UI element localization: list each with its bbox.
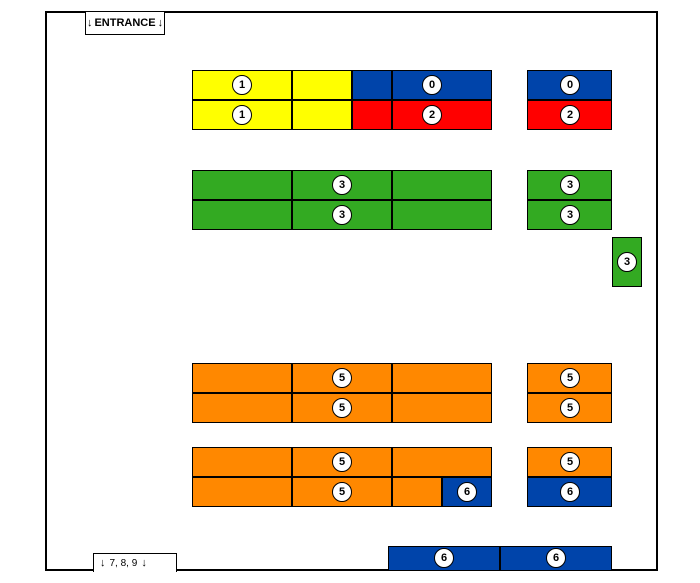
down-arrow-icon: ↓ bbox=[87, 18, 93, 29]
zone-number-badge: 2 bbox=[560, 105, 580, 125]
zone-cell bbox=[352, 70, 392, 100]
zone-cell bbox=[292, 70, 352, 100]
exit-text: 7, 8, 9 bbox=[110, 558, 138, 569]
zone-cell bbox=[192, 393, 292, 423]
zone-number-badge: 5 bbox=[332, 398, 352, 418]
zone-number-badge: 3 bbox=[332, 205, 352, 225]
zone-number-badge: 5 bbox=[560, 398, 580, 418]
border-segment bbox=[656, 11, 658, 571]
zone-number-badge: 1 bbox=[232, 105, 252, 125]
entrance-text: ENTRANCE bbox=[94, 17, 155, 29]
zone-number-badge: 3 bbox=[560, 175, 580, 195]
zone-number-badge: 5 bbox=[560, 368, 580, 388]
zone-cell bbox=[192, 477, 292, 507]
zone-number-badge: 0 bbox=[422, 75, 442, 95]
zone-cell bbox=[392, 477, 442, 507]
zone-cell bbox=[192, 170, 292, 200]
zone-number-badge: 2 bbox=[422, 105, 442, 125]
zone-cell bbox=[292, 100, 352, 130]
border-segment bbox=[155, 11, 658, 13]
down-arrow-icon: ↓ bbox=[158, 18, 164, 29]
down-arrow-icon: ↓ bbox=[141, 558, 147, 569]
border-segment bbox=[45, 11, 47, 571]
entrance-label: ↓ENTRANCE↓ bbox=[85, 11, 165, 35]
zone-number-badge: 6 bbox=[457, 482, 477, 502]
zone-cell bbox=[192, 200, 292, 230]
zone-cell bbox=[192, 447, 292, 477]
zone-number-badge: 3 bbox=[617, 252, 637, 272]
zone-cell bbox=[352, 100, 392, 130]
zone-number-badge: 3 bbox=[560, 205, 580, 225]
exit-label: ↓7, 8, 9↓ bbox=[93, 553, 177, 572]
floor-plan: ↓ENTRANCE↓↓7, 8, 9↓101202333335555556566… bbox=[0, 0, 700, 583]
zone-cell bbox=[192, 363, 292, 393]
zone-number-badge: 3 bbox=[332, 175, 352, 195]
down-arrow-icon: ↓ bbox=[100, 558, 106, 569]
zone-number-badge: 5 bbox=[332, 452, 352, 472]
zone-number-badge: 6 bbox=[560, 482, 580, 502]
zone-cell bbox=[392, 200, 492, 230]
zone-cell bbox=[392, 363, 492, 393]
border-segment bbox=[45, 569, 93, 571]
zone-cell bbox=[392, 447, 492, 477]
zone-number-badge: 5 bbox=[332, 368, 352, 388]
zone-cell bbox=[392, 70, 492, 100]
border-segment bbox=[45, 11, 85, 13]
zone-number-badge: 6 bbox=[546, 548, 566, 568]
zone-cell bbox=[392, 393, 492, 423]
zone-number-badge: 6 bbox=[434, 548, 454, 568]
zone-number-badge: 1 bbox=[232, 75, 252, 95]
zone-cell bbox=[392, 100, 492, 130]
zone-cell bbox=[392, 170, 492, 200]
zone-number-badge: 5 bbox=[332, 482, 352, 502]
zone-number-badge: 5 bbox=[560, 452, 580, 472]
zone-number-badge: 0 bbox=[560, 75, 580, 95]
